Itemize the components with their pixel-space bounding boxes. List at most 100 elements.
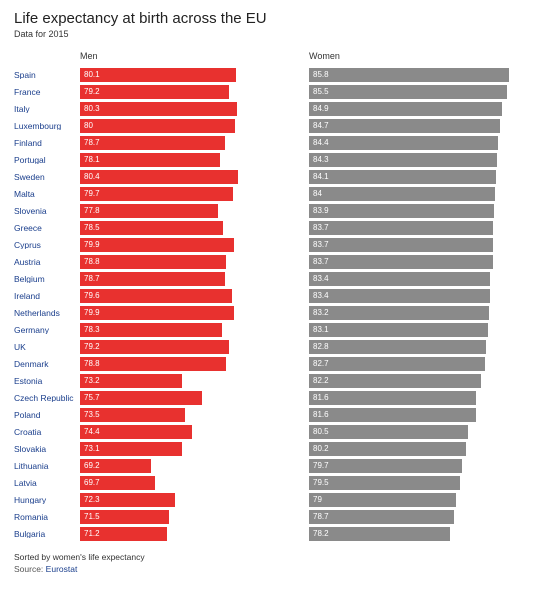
women-bar: 83.7 bbox=[309, 221, 493, 235]
country-label: Bulgaria bbox=[14, 530, 80, 539]
women-bar-cell: 85.5 bbox=[309, 85, 526, 99]
women-bar: 83.4 bbox=[309, 272, 490, 286]
country-label: Netherlands bbox=[14, 309, 80, 318]
men-value: 71.2 bbox=[80, 530, 100, 538]
men-bar-cell: 73.2 bbox=[80, 374, 297, 388]
women-bar: 78.7 bbox=[309, 510, 454, 524]
men-bar: 79.7 bbox=[80, 187, 233, 201]
women-bar: 83.9 bbox=[309, 204, 494, 218]
women-bar: 84.1 bbox=[309, 170, 496, 184]
women-bar-cell: 83.2 bbox=[309, 306, 526, 320]
men-value: 71.5 bbox=[80, 513, 100, 521]
men-value: 78.3 bbox=[80, 326, 100, 334]
country-label: Romania bbox=[14, 513, 80, 522]
women-value: 84.4 bbox=[309, 139, 329, 147]
men-value: 73.1 bbox=[80, 445, 100, 453]
men-bar-cell: 78.5 bbox=[80, 221, 297, 235]
men-bar-cell: 78.3 bbox=[80, 323, 297, 337]
men-bar: 78.8 bbox=[80, 357, 226, 371]
men-value: 73.2 bbox=[80, 377, 100, 385]
men-bar-cell: 79.2 bbox=[80, 340, 297, 354]
country-label: Portugal bbox=[14, 156, 80, 165]
country-label: France bbox=[14, 88, 80, 97]
women-bar: 81.6 bbox=[309, 408, 476, 422]
women-bar-cell: 83.1 bbox=[309, 323, 526, 337]
men-bar-cell: 69.2 bbox=[80, 459, 297, 473]
country-label: Austria bbox=[14, 258, 80, 267]
men-bar-cell: 73.5 bbox=[80, 408, 297, 422]
women-bar-cell: 79.7 bbox=[309, 459, 526, 473]
women-bar: 83.1 bbox=[309, 323, 488, 337]
women-bar-cell: 84.9 bbox=[309, 102, 526, 116]
women-bar: 82.7 bbox=[309, 357, 485, 371]
women-bar: 83.2 bbox=[309, 306, 489, 320]
women-bar: 79 bbox=[309, 493, 456, 507]
men-bar: 75.7 bbox=[80, 391, 202, 405]
men-value: 78.8 bbox=[80, 258, 100, 266]
page-subtitle: Data for 2015 bbox=[14, 29, 526, 39]
country-label: Cyprus bbox=[14, 241, 80, 250]
women-bar: 81.6 bbox=[309, 391, 476, 405]
women-value: 83.2 bbox=[309, 309, 329, 317]
source-link[interactable]: Eurostat bbox=[46, 564, 78, 574]
table-row: Austria78.883.7 bbox=[14, 254, 526, 270]
women-bar-cell: 83.7 bbox=[309, 221, 526, 235]
women-value: 82.7 bbox=[309, 360, 329, 368]
women-bar-cell: 79.5 bbox=[309, 476, 526, 490]
country-label: Croatia bbox=[14, 428, 80, 437]
men-bar-cell: 75.7 bbox=[80, 391, 297, 405]
men-bar-cell: 78.7 bbox=[80, 272, 297, 286]
women-bar-cell: 82.8 bbox=[309, 340, 526, 354]
men-bar-cell: 74.4 bbox=[80, 425, 297, 439]
men-value: 73.5 bbox=[80, 411, 100, 419]
women-bar-cell: 84.7 bbox=[309, 119, 526, 133]
men-value: 72.3 bbox=[80, 496, 100, 504]
women-bar-cell: 84.1 bbox=[309, 170, 526, 184]
men-bar: 79.6 bbox=[80, 289, 232, 303]
men-value: 79.2 bbox=[80, 343, 100, 351]
men-bar: 79.9 bbox=[80, 306, 234, 320]
men-bar-cell: 80.1 bbox=[80, 68, 297, 82]
women-value: 78.7 bbox=[309, 513, 329, 521]
table-row: Estonia73.282.2 bbox=[14, 373, 526, 389]
women-bar: 84.3 bbox=[309, 153, 497, 167]
women-bar-cell: 85.8 bbox=[309, 68, 526, 82]
men-bar: 73.1 bbox=[80, 442, 182, 456]
men-bar-cell: 79.9 bbox=[80, 306, 297, 320]
women-value: 81.6 bbox=[309, 411, 329, 419]
men-bar-cell: 71.2 bbox=[80, 527, 297, 541]
women-value: 79.7 bbox=[309, 462, 329, 470]
country-label: UK bbox=[14, 343, 80, 352]
men-bar-cell: 77.8 bbox=[80, 204, 297, 218]
header-men: Men bbox=[80, 51, 297, 61]
women-value: 83.7 bbox=[309, 224, 329, 232]
country-label: Estonia bbox=[14, 377, 80, 386]
women-bar: 80.5 bbox=[309, 425, 468, 439]
women-value: 79 bbox=[309, 496, 322, 504]
men-bar: 69.2 bbox=[80, 459, 151, 473]
men-bar-cell: 69.7 bbox=[80, 476, 297, 490]
page-title: Life expectancy at birth across the EU bbox=[14, 10, 526, 27]
men-value: 77.8 bbox=[80, 207, 100, 215]
men-value: 80.4 bbox=[80, 173, 100, 181]
men-bar-cell: 80 bbox=[80, 119, 297, 133]
men-value: 78.7 bbox=[80, 275, 100, 283]
women-bar-cell: 83.9 bbox=[309, 204, 526, 218]
men-bar-cell: 79.6 bbox=[80, 289, 297, 303]
women-bar-cell: 84.4 bbox=[309, 136, 526, 150]
header-women: Women bbox=[309, 51, 526, 61]
table-row: Netherlands79.9 83.2 bbox=[14, 305, 526, 321]
men-bar-cell: 79.2 bbox=[80, 85, 297, 99]
country-label: Belgium bbox=[14, 275, 80, 284]
women-bar: 84.4 bbox=[309, 136, 498, 150]
country-label: Latvia bbox=[14, 479, 80, 488]
men-bar: 78.7 bbox=[80, 136, 225, 150]
women-value: 79.5 bbox=[309, 479, 329, 487]
women-bar-cell: 84.3 bbox=[309, 153, 526, 167]
men-bar: 79.2 bbox=[80, 85, 229, 99]
women-value: 83.4 bbox=[309, 292, 329, 300]
men-bar-cell: 80.3 bbox=[80, 102, 297, 116]
men-bar: 71.2 bbox=[80, 527, 167, 541]
men-bar-cell: 79.7 bbox=[80, 187, 297, 201]
women-bar-cell: 79 bbox=[309, 493, 526, 507]
